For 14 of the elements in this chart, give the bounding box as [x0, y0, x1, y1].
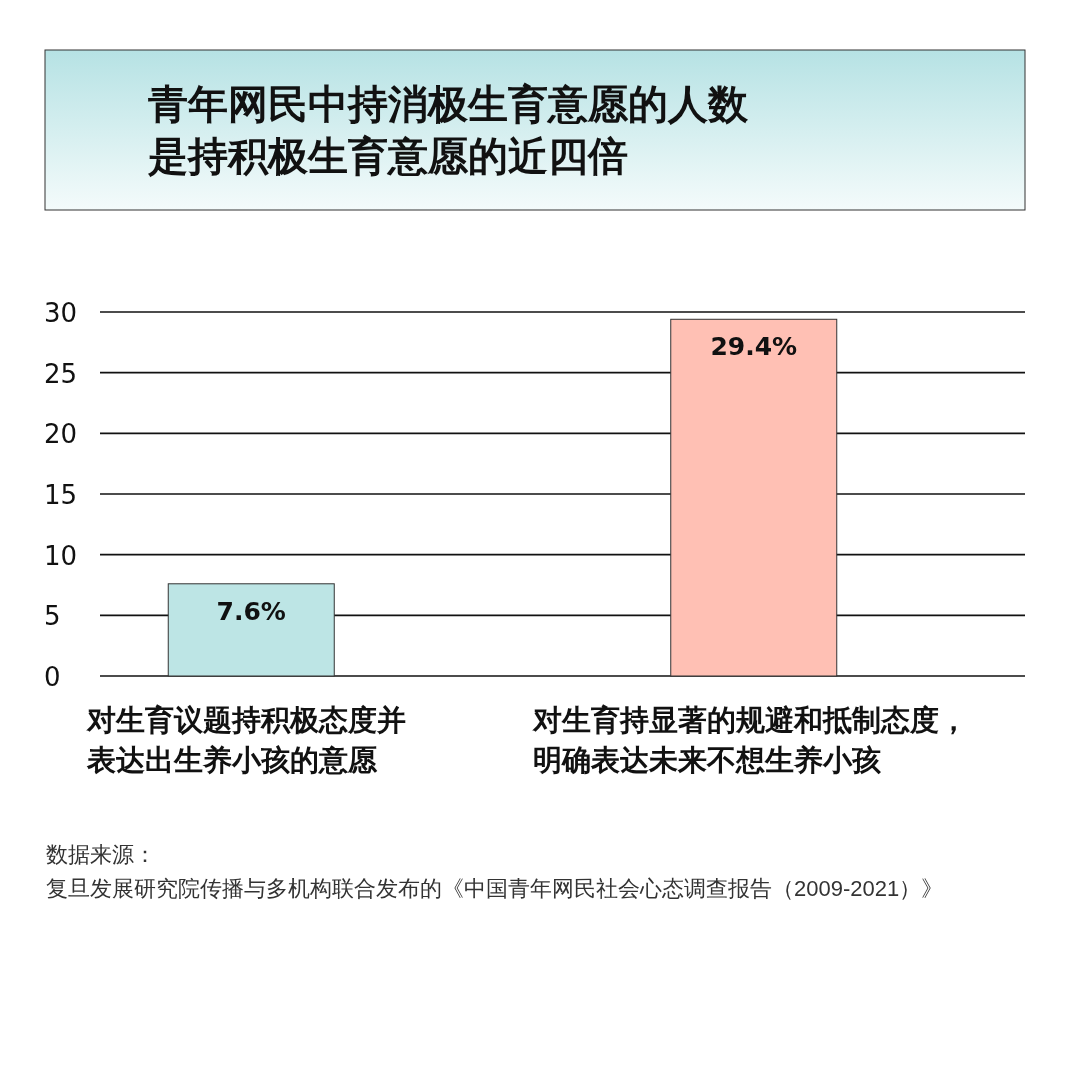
y-tick-label: 20: [44, 419, 78, 450]
data-label: 7.6%: [216, 596, 286, 626]
source-note: 数据来源：: [46, 842, 156, 867]
y-tick-label: 25: [44, 358, 78, 389]
y-tick-label: 30: [44, 298, 78, 328]
y-tick-label: 5: [44, 601, 61, 632]
y-tick-label: 15: [44, 480, 78, 510]
x-tick-label: 对生育持显著的规避和抵制态度，明确表达未来不想生养小孩: [533, 702, 969, 779]
text: 复旦发展研究院传播与多机构联合发布的《中国青年网民社会心态调查报告（2009-2021）》: [46, 876, 944, 901]
y-tick-label: 10: [44, 540, 78, 571]
y-tick-label: 0: [44, 662, 61, 692]
data-label: 29.4%: [710, 332, 798, 362]
chart-title: 青年网民中持消极生育意愿的人数是持积极生育意愿的近四倍: [148, 80, 749, 181]
x-tick-label: 对生育议题持积极态度并表达出生养小孩的意愿: [87, 702, 407, 779]
